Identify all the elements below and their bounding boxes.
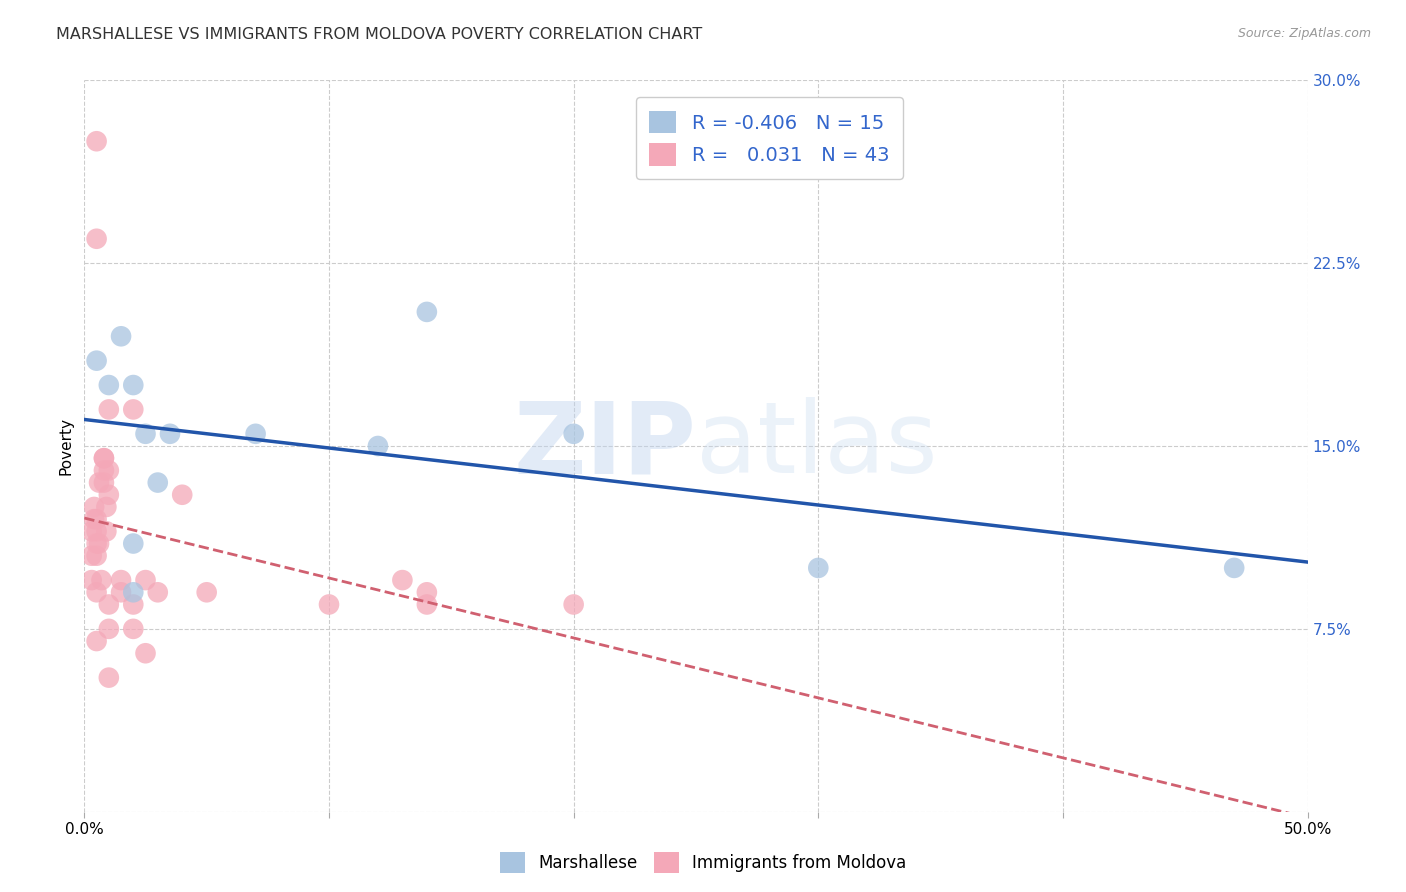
- Point: [90, 573, 112, 587]
- Point: [97, 402, 120, 417]
- Legend: R = -0.406   N = 15, R =   0.031   N = 43: R = -0.406 N = 15, R = 0.031 N = 43: [636, 97, 903, 179]
- Point: [367, 439, 389, 453]
- Point: [97, 463, 120, 477]
- Point: [159, 426, 181, 441]
- Point: [96, 500, 118, 514]
- Point: [93, 463, 115, 477]
- Point: [80, 573, 103, 587]
- Point: [146, 475, 169, 490]
- Text: ZIP: ZIP: [513, 398, 696, 494]
- Point: [110, 329, 132, 343]
- Point: [86, 512, 108, 526]
- Point: [135, 646, 157, 660]
- Point: [86, 549, 108, 563]
- Point: [135, 426, 157, 441]
- Point: [807, 561, 830, 575]
- Text: Source: ZipAtlas.com: Source: ZipAtlas.com: [1237, 27, 1371, 40]
- Y-axis label: Poverty: Poverty: [58, 417, 73, 475]
- Legend: Marshallese, Immigrants from Moldova: Marshallese, Immigrants from Moldova: [494, 846, 912, 880]
- Point: [86, 634, 108, 648]
- Point: [562, 426, 585, 441]
- Point: [416, 598, 439, 612]
- Point: [318, 598, 340, 612]
- Text: MARSHALLESE VS IMMIGRANTS FROM MOLDOVA POVERTY CORRELATION CHART: MARSHALLESE VS IMMIGRANTS FROM MOLDOVA P…: [56, 27, 703, 42]
- Point: [87, 475, 110, 490]
- Point: [83, 500, 105, 514]
- Point: [93, 475, 115, 490]
- Point: [416, 305, 439, 319]
- Point: [122, 598, 145, 612]
- Point: [1223, 561, 1246, 575]
- Point: [86, 134, 108, 148]
- Point: [391, 573, 413, 587]
- Point: [110, 585, 132, 599]
- Point: [96, 524, 118, 539]
- Point: [562, 598, 585, 612]
- Text: atlas: atlas: [696, 398, 938, 494]
- Point: [83, 512, 105, 526]
- Point: [86, 536, 108, 550]
- Point: [86, 524, 108, 539]
- Point: [97, 622, 120, 636]
- Point: [122, 402, 145, 417]
- Point: [146, 585, 169, 599]
- Point: [80, 549, 103, 563]
- Point: [122, 536, 145, 550]
- Point: [416, 585, 439, 599]
- Point: [86, 353, 108, 368]
- Point: [135, 573, 157, 587]
- Point: [87, 536, 110, 550]
- Point: [195, 585, 218, 599]
- Point: [93, 451, 115, 466]
- Point: [80, 524, 103, 539]
- Point: [97, 671, 120, 685]
- Point: [97, 598, 120, 612]
- Point: [122, 585, 145, 599]
- Point: [93, 451, 115, 466]
- Point: [86, 232, 108, 246]
- Point: [86, 585, 108, 599]
- Point: [97, 488, 120, 502]
- Point: [110, 573, 132, 587]
- Point: [172, 488, 194, 502]
- Point: [97, 378, 120, 392]
- Point: [122, 378, 145, 392]
- Point: [245, 426, 267, 441]
- Point: [122, 622, 145, 636]
